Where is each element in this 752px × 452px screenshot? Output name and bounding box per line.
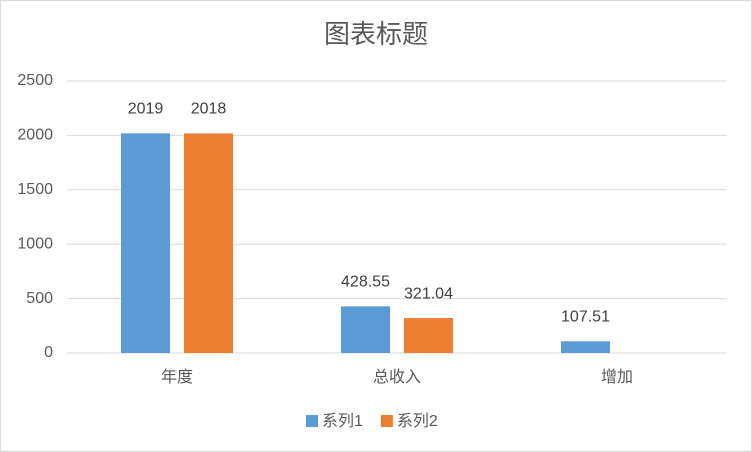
data-label: 2018: [191, 101, 227, 118]
y-tick-label: 0: [44, 344, 53, 361]
data-label: 321.04: [404, 285, 453, 302]
x-tick-label: 年度: [161, 368, 193, 386]
data-label: 428.55: [341, 274, 390, 291]
y-tick-label: 1000: [17, 235, 53, 252]
bar: [184, 133, 233, 353]
legend-label: 系列2: [397, 412, 438, 430]
bar: [341, 306, 390, 353]
legend-swatch: [306, 415, 318, 427]
data-label: 2019: [128, 101, 164, 118]
bar: [404, 318, 453, 353]
legend-swatch: [380, 415, 393, 427]
data-label: 107.51: [561, 309, 610, 326]
y-tick-label: 2000: [17, 127, 53, 144]
y-tick-label: 1500: [17, 181, 53, 198]
bar: [121, 133, 170, 353]
chart-title: 图表标题: [324, 19, 428, 49]
y-tick-label: 2500: [17, 72, 53, 89]
y-tick-label: 500: [26, 290, 53, 307]
x-tick-label: 总收入: [373, 368, 421, 386]
legend-label: 系列1: [322, 412, 363, 430]
x-tick-label: 增加: [601, 368, 633, 386]
bar: [561, 341, 610, 353]
